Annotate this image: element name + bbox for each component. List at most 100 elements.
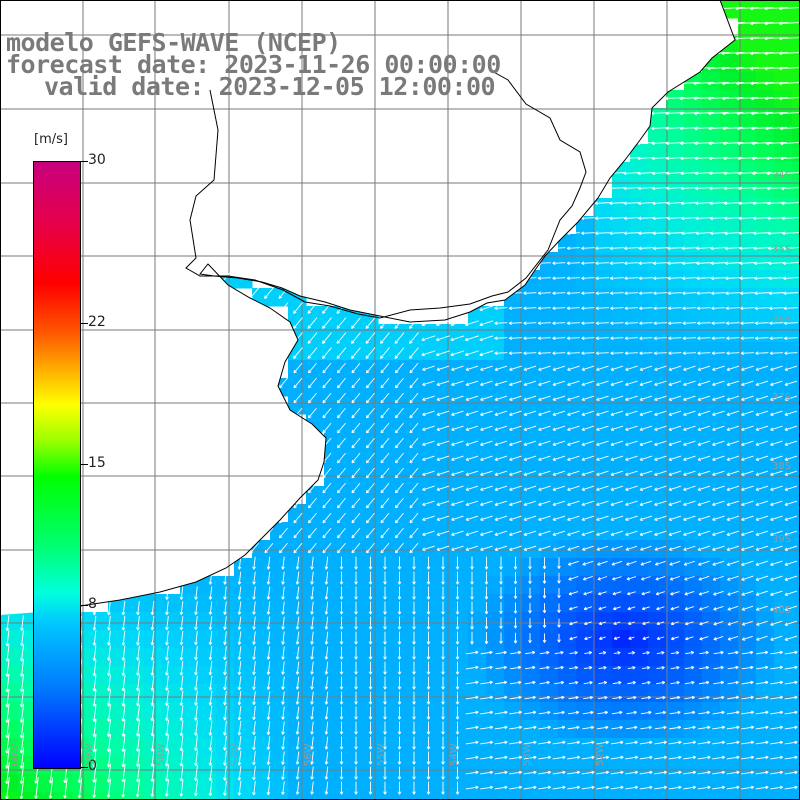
wind-arrow <box>736 126 758 131</box>
wind-arrow <box>308 407 317 419</box>
wind-arrow <box>595 276 610 281</box>
field-cell <box>360 630 379 649</box>
field-cell <box>324 630 343 649</box>
field-cell <box>738 216 757 235</box>
field-cell <box>576 216 595 235</box>
wind-arrow <box>609 276 624 281</box>
field-cell <box>720 306 739 325</box>
wind-arrow <box>751 141 773 146</box>
field-cell <box>126 594 145 613</box>
wind-arrow <box>782 231 800 236</box>
wind-arrow <box>697 410 711 416</box>
field-cell <box>90 792 109 800</box>
field-cell <box>450 666 469 685</box>
wind-arrow <box>667 276 683 281</box>
wind-arrow <box>395 512 404 524</box>
wind-arrow <box>451 440 464 446</box>
wind-arrow <box>581 351 595 356</box>
wind-arrow <box>639 455 653 461</box>
field-cell <box>612 180 631 199</box>
field-cell <box>630 252 649 271</box>
wind-arrow <box>770 380 783 386</box>
field-cell <box>792 36 800 55</box>
field-cell <box>720 468 739 487</box>
wind-arrow <box>778 6 800 11</box>
wind-arrow <box>380 452 390 464</box>
field-cell <box>720 684 739 703</box>
field-cell <box>594 720 613 739</box>
wind-arrow <box>278 287 289 299</box>
wind-arrow <box>666 216 683 221</box>
wind-arrow <box>596 395 609 401</box>
field-cell <box>360 342 379 361</box>
wind-arrow <box>624 291 639 296</box>
field-cell <box>630 414 649 433</box>
wind-arrow <box>721 81 744 86</box>
wind-arrow <box>322 467 332 479</box>
field-cell <box>720 522 739 541</box>
wind-arrow <box>683 500 696 506</box>
field-cell <box>108 612 127 631</box>
field-cell <box>666 162 685 181</box>
field-cell <box>324 702 343 721</box>
colorbar <box>33 161 81 769</box>
field-cell <box>648 306 667 325</box>
wind-arrow <box>395 437 404 449</box>
field-cell <box>522 288 541 307</box>
field-cell <box>378 594 397 613</box>
wind-arrow <box>494 321 508 326</box>
field-cell <box>504 342 523 361</box>
field-cell <box>270 792 289 800</box>
field-cell <box>468 648 487 667</box>
wind-arrow <box>741 485 754 491</box>
wind-arrow <box>711 306 726 311</box>
wind-arrow <box>741 425 754 431</box>
wind-arrow <box>409 332 419 344</box>
wind-arrow <box>637 186 655 191</box>
wind-arrow <box>538 410 551 416</box>
field-cell <box>522 342 541 361</box>
field-cell <box>450 630 469 649</box>
field-cell <box>540 666 559 685</box>
wind-arrow <box>567 425 580 431</box>
field-cell <box>270 522 289 541</box>
field-cell <box>738 414 757 433</box>
field-cell <box>684 306 703 325</box>
field-cell <box>162 774 181 793</box>
field-cell <box>774 360 793 379</box>
field-cell <box>738 378 757 397</box>
wind-arrow <box>654 395 667 401</box>
wind-arrow <box>682 306 697 311</box>
field-cell <box>252 702 271 721</box>
wind-arrow <box>538 515 551 521</box>
field-cell <box>126 666 145 685</box>
field-cell <box>378 504 397 523</box>
wind-arrow <box>380 377 390 389</box>
wind-arrow <box>708 111 729 116</box>
field-cell <box>648 252 667 271</box>
field-cell <box>684 144 703 163</box>
wind-arrow <box>610 291 624 296</box>
field-cell <box>126 774 145 793</box>
wind-arrow <box>624 306 639 311</box>
field-cell <box>792 54 800 73</box>
wind-arrow <box>779 126 800 131</box>
wind-arrow <box>537 306 551 311</box>
wind-arrow <box>494 365 508 371</box>
field-cell <box>162 648 181 667</box>
field-cell <box>288 378 307 397</box>
wind-arrow <box>767 231 786 236</box>
wind-arrow <box>610 351 624 356</box>
field-cell <box>648 432 667 451</box>
field-cell <box>756 558 775 577</box>
field-cell <box>684 378 703 397</box>
field-cell <box>666 432 685 451</box>
field-cell <box>594 576 613 595</box>
field-cell <box>0 612 19 631</box>
field-cell <box>324 504 343 523</box>
field-cell <box>360 666 379 685</box>
field-cell <box>756 792 775 800</box>
wind-arrow <box>726 336 740 341</box>
field-cell <box>108 630 127 649</box>
